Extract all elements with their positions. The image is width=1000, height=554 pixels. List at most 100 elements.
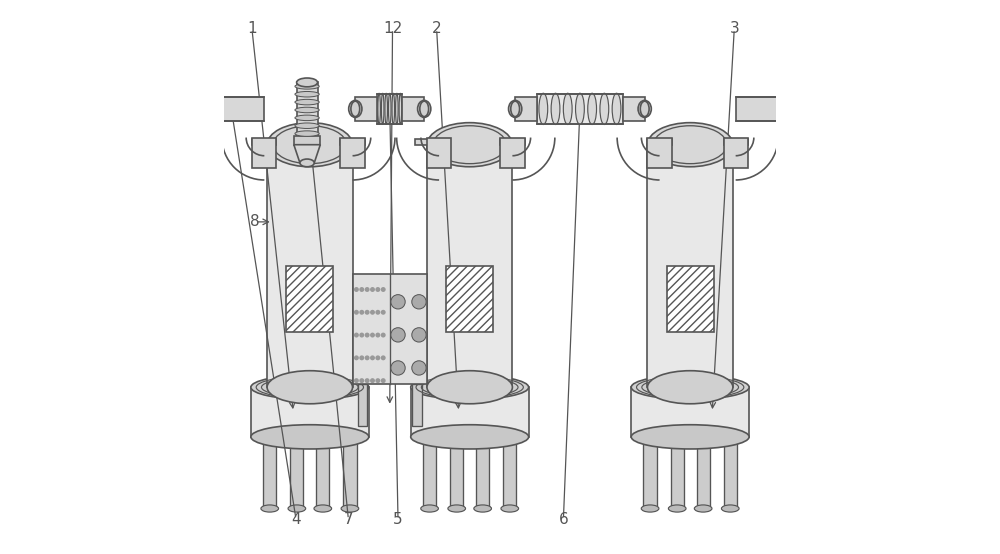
FancyBboxPatch shape [286,266,333,332]
FancyBboxPatch shape [252,139,276,145]
FancyBboxPatch shape [415,139,439,145]
Text: 2: 2 [432,22,441,37]
Circle shape [354,310,359,315]
Circle shape [359,355,364,360]
Circle shape [365,355,370,360]
Circle shape [370,287,375,292]
FancyBboxPatch shape [500,139,525,145]
Ellipse shape [551,93,560,125]
FancyBboxPatch shape [212,97,264,121]
Ellipse shape [381,93,384,125]
Ellipse shape [448,505,466,512]
Circle shape [412,361,426,375]
Circle shape [375,378,380,383]
Ellipse shape [421,505,438,512]
Ellipse shape [388,93,391,125]
Text: 5: 5 [393,512,403,527]
Ellipse shape [501,505,519,512]
Ellipse shape [295,99,319,105]
Circle shape [381,378,386,383]
Circle shape [354,287,359,292]
Ellipse shape [295,123,319,129]
Circle shape [391,295,405,309]
Ellipse shape [207,100,217,117]
Ellipse shape [721,505,739,512]
Circle shape [381,287,386,292]
Ellipse shape [297,78,318,87]
Ellipse shape [600,93,609,125]
Ellipse shape [295,91,319,97]
Ellipse shape [251,375,369,399]
FancyBboxPatch shape [267,145,353,387]
Circle shape [381,355,386,360]
FancyBboxPatch shape [427,145,512,387]
Ellipse shape [396,93,398,125]
FancyBboxPatch shape [412,384,422,426]
Circle shape [365,378,370,383]
FancyBboxPatch shape [316,437,329,509]
Circle shape [354,332,359,337]
FancyBboxPatch shape [667,266,714,332]
FancyBboxPatch shape [340,137,365,168]
Ellipse shape [399,93,402,125]
Ellipse shape [784,101,792,116]
Ellipse shape [631,375,749,399]
Ellipse shape [295,115,319,121]
Circle shape [412,295,426,309]
Ellipse shape [392,93,395,125]
FancyBboxPatch shape [427,137,451,168]
Ellipse shape [300,159,314,167]
Ellipse shape [351,101,360,116]
Ellipse shape [341,505,359,512]
Ellipse shape [385,93,387,125]
FancyBboxPatch shape [643,437,657,509]
Ellipse shape [576,93,584,125]
Circle shape [381,332,386,337]
Ellipse shape [411,375,529,399]
Ellipse shape [563,93,572,125]
Circle shape [412,328,426,342]
FancyBboxPatch shape [724,139,748,145]
Ellipse shape [511,101,520,116]
Circle shape [375,355,380,360]
FancyBboxPatch shape [697,437,710,509]
FancyBboxPatch shape [450,437,463,509]
Text: 6: 6 [559,512,568,527]
FancyBboxPatch shape [671,437,684,509]
Ellipse shape [251,425,369,449]
Circle shape [365,332,370,337]
Ellipse shape [668,505,686,512]
Text: 3: 3 [729,22,739,37]
FancyBboxPatch shape [411,387,529,437]
Ellipse shape [314,505,332,512]
Ellipse shape [588,93,597,125]
Ellipse shape [267,122,353,167]
Ellipse shape [261,505,279,512]
Text: 1: 1 [247,22,257,37]
Ellipse shape [411,425,529,449]
Text: 12: 12 [383,22,402,37]
Ellipse shape [295,107,319,112]
FancyBboxPatch shape [647,145,733,387]
FancyBboxPatch shape [623,97,645,121]
Ellipse shape [267,371,353,404]
Circle shape [359,310,364,315]
FancyBboxPatch shape [252,137,276,168]
FancyBboxPatch shape [358,384,367,426]
Text: 8: 8 [250,214,260,229]
FancyBboxPatch shape [377,94,402,124]
FancyBboxPatch shape [500,137,525,168]
Ellipse shape [647,122,733,167]
Ellipse shape [295,84,319,89]
Circle shape [391,328,405,342]
Ellipse shape [427,371,512,404]
FancyBboxPatch shape [423,437,436,509]
FancyBboxPatch shape [647,139,672,145]
Circle shape [375,332,380,337]
Circle shape [365,287,370,292]
Ellipse shape [783,100,793,117]
Ellipse shape [295,131,319,136]
Ellipse shape [647,371,733,404]
Ellipse shape [694,505,712,512]
Circle shape [365,310,370,315]
